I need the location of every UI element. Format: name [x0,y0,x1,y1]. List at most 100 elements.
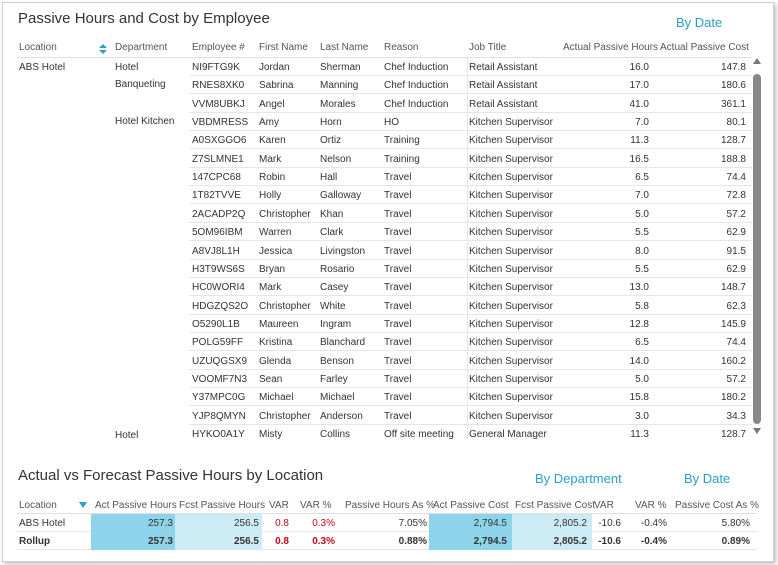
col-passive-hours-as-pct[interactable]: Passive Hours As % [345,500,436,511]
table-row[interactable]: 5OM96IBM Warren Clark Travel Kitchen Supervi… [17,223,752,242]
table-row[interactable]: HC0WORI4 Mark Casey Travel Kitchen Superviso… [17,278,752,297]
table-row[interactable]: VOOMF7N3 Sean Farley Travel Kitchen Supervis… [17,369,752,388]
first-name-cell: Bryan [259,263,286,275]
table-row[interactable]: H3T9WS6S Bryan Rosario Travel Kitchen Superv… [17,259,752,278]
table-row[interactable]: POLG59FF Kristina Blanchard Travel Kitchen S… [17,333,752,352]
forecast-table: Location Act Passive Hours Fcst Passive … [17,496,759,550]
job-title-cell: Kitchen Supervisor [469,227,553,239]
var-hours-cell: 0.8 [275,536,289,547]
table-row[interactable]: NI9FTG9K Jordan Sherman Chef Induction Retai… [17,58,752,76]
reason-cell: Travel [384,172,412,184]
employee-id-cell: 147CPC68 [192,172,241,184]
column-divider [467,425,468,439]
table-row[interactable]: 2ACADP2Q Christopher Khan Travel Kitchen Sup… [17,204,752,223]
col-job-title[interactable]: Job Title [469,42,507,53]
first-name-cell: Robin [259,172,286,184]
col-location[interactable]: Location [19,500,57,511]
col-last-name[interactable]: Last Name [320,42,369,53]
table-row[interactable]: HYKO0A1Y Misty Collins Off site meeting Gene… [17,425,752,439]
column-divider [467,296,468,315]
employee-id-cell: 5OM96IBM [192,227,243,239]
table-row[interactable]: VBDMRESS Amy Horn HO Kitchen Supervisor 7.0 80… [17,113,752,132]
col-location[interactable]: Location [19,42,57,53]
actual-cost-cell: 91.5 [726,245,746,257]
table-row[interactable]: ABS Hotel 257.3 256.5 0.8 0.3% 7.05% 2,794.5 2,… [17,514,757,532]
actual-hours-cell: 16.0 [629,62,649,73]
employee-id-cell: RNES8XK0 [192,80,245,92]
job-title-cell: General Manager [469,429,547,439]
fcst-hours-cell: 256.5 [233,518,259,529]
by-department-link[interactable]: By Department [535,471,622,486]
col-act-passive-hours[interactable]: Act Passive Hours [95,500,177,511]
sort-icon[interactable] [79,500,87,510]
var-cost-cell: -10.6 [598,518,621,529]
actual-cost-cell: 128.7 [720,135,746,147]
vertical-scrollbar[interactable] [752,58,764,438]
table-row[interactable]: O5290L1B Maureen Ingram Travel Kitchen Super… [17,314,752,333]
employee-id-cell: UZUQGSX9 [192,355,248,367]
reason-cell: Travel [384,245,412,257]
first-name-cell: Sean [259,373,283,385]
fcst-hours-cell: 256.5 [233,536,259,547]
scrollbar-thumb[interactable] [753,74,761,424]
job-title-cell: Kitchen Supervisor [469,300,553,312]
by-date-link-top[interactable]: By Date [676,15,723,30]
col-actual-passive-hours[interactable]: Actual Passive Hours [563,42,659,53]
location-cell: ABS Hotel [19,62,66,73]
actual-hours-cell: 17.0 [629,80,649,92]
row-divider [189,423,752,425]
table-row[interactable]: VVM8UBKJ Angel Morales Chef Induction Retail… [17,94,752,113]
hours-as-pct-cell: 7.05% [398,518,427,529]
first-name-cell: Christopher [259,410,311,422]
col-fcst-passive-hours[interactable]: Fcst Passive Hours [179,500,266,511]
table-row[interactable]: RNES8XK0 Sabrina Manning Chef Induction Reta… [17,76,752,95]
employee-id-cell: Y37MPC0G [192,392,246,404]
actual-hours-cell: 11.3 [630,135,649,147]
scroll-down-icon[interactable] [753,428,761,434]
table-row[interactable]: UZUQGSX9 Glenda Benson Travel Kitchen Superv… [17,351,752,370]
table-row[interactable]: HDGZQS2O Christopher White Travel Kitchen Su… [17,296,752,315]
last-name-cell: Blanchard [320,337,366,349]
var-pct-hours-cell: 0.3% [312,536,335,547]
col-act-passive-cost[interactable]: Act Passive Cost [433,500,509,511]
by-date-link-bottom[interactable]: By Date [684,471,731,486]
table-row[interactable]: A0SXGGO6 Karen Ortiz Training Kitchen Superv… [17,131,752,150]
actual-cost-cell: 188.8 [720,153,746,165]
col-passive-cost-as-pct[interactable]: Passive Cost As % [675,500,759,511]
first-name-cell: Angel [259,98,285,110]
actual-hours-cell: 5.5 [635,263,649,275]
scroll-up-icon[interactable] [753,58,761,64]
table-row[interactable]: Y37MPC0G Michael Michael Travel Kitchen Supe… [17,388,752,407]
reason-cell: Travel [384,208,412,220]
last-name-cell: Livingston [320,245,366,257]
col-employee[interactable]: Employee # [192,42,245,53]
act-cost-cell: 2,794.5 [473,536,507,547]
actual-cost-cell: 80.1 [726,117,746,129]
col-var-pct[interactable]: VAR % [300,500,332,511]
first-name-cell: Kristina [259,337,293,349]
col-var-cost[interactable]: VAR [594,500,614,511]
column-divider [467,204,468,223]
actual-cost-cell: 57.2 [726,373,746,385]
table-row[interactable]: 147CPC68 Robin Hall Travel Kitchen Superviso… [17,168,752,187]
col-reason[interactable]: Reason [384,42,419,53]
col-first-name[interactable]: First Name [259,42,308,53]
column-divider [467,406,468,425]
table-row[interactable]: 1T82TVVE Holly Galloway Travel Kitchen Super… [17,186,752,205]
table-row[interactable]: Rollup 257.3 256.5 0.8 0.3% 0.88% 2,794.5 2,805… [17,532,757,550]
table-row[interactable]: A8VJ8L1H Jessica Livingston Travel Kitchen S… [17,241,752,260]
cost-as-pct-cell: 0.89% [721,536,750,547]
col-var[interactable]: VAR [269,500,289,511]
last-name-cell: Ingram [320,318,352,330]
table-row[interactable]: YJP8QMYN Christopher Anderson Travel Kitchen… [17,406,752,425]
col-fcst-passive-cost[interactable]: Fcst Passive Cost [515,500,596,511]
table-row[interactable]: Z7SLMNE1 Mark Nelson Training Kitchen Superv… [17,149,752,168]
col-actual-passive-cost[interactable]: Actual Passive Cost [660,42,749,53]
sort-icon[interactable] [99,43,107,55]
col-var-pct-cost[interactable]: VAR % [635,500,667,511]
col-department[interactable]: Department [115,42,168,53]
first-name-cell: Holly [259,190,282,202]
actual-hours-cell: 12.8 [629,318,649,330]
employee-id-cell: VBDMRESS [192,117,249,129]
column-divider [467,131,468,150]
